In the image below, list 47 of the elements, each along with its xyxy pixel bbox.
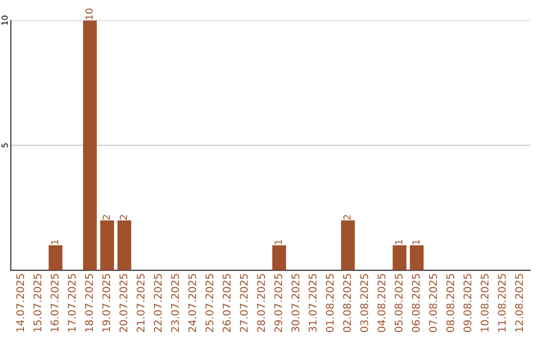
x-tick-label: 20.07.2025 bbox=[119, 274, 128, 332]
x-tick-label: 22.07.2025 bbox=[154, 274, 162, 332]
bar bbox=[48, 245, 62, 270]
bar bbox=[341, 220, 355, 270]
x-tick-label: 25.07.2025 bbox=[205, 274, 214, 332]
data-label: 2 bbox=[120, 215, 128, 220]
x-tick-label: 28.07.2025 bbox=[257, 274, 265, 332]
x-tick-label: 17.07.2025 bbox=[68, 274, 76, 332]
x-tick-label: 03.08.2025 bbox=[360, 274, 368, 332]
x-tick-label: 07.08.2025 bbox=[429, 274, 437, 332]
data-label: 1 bbox=[395, 240, 402, 244]
data-label: 2 bbox=[343, 215, 351, 220]
x-tick-label: 19.07.2025 bbox=[102, 274, 110, 332]
x-tick-label: 26.07.2025 bbox=[222, 274, 231, 332]
x-tick-label: 05.08.2025 bbox=[394, 274, 403, 332]
x-tick-label: 06.08.2025 bbox=[412, 274, 420, 332]
y-tick-label: 5 bbox=[2, 143, 8, 148]
bar bbox=[100, 220, 114, 270]
x-tick-label: 24.07.2025 bbox=[188, 274, 196, 332]
x-tick-label: 30.07.2025 bbox=[291, 274, 300, 332]
bar bbox=[410, 245, 424, 270]
bar bbox=[83, 20, 97, 270]
bar bbox=[272, 245, 286, 270]
x-tick-label: 12.08.2025 bbox=[515, 274, 523, 332]
x-tick-label: 27.07.2025 bbox=[240, 274, 248, 332]
x-tick-label: 15.07.2025 bbox=[33, 274, 42, 332]
x-tick-label: 21.07.2025 bbox=[136, 274, 145, 332]
data-label: 1 bbox=[51, 240, 58, 244]
x-tick-label: 31.07.2025 bbox=[308, 274, 317, 332]
x-tick-label: 10.08.2025 bbox=[480, 274, 489, 332]
x-tick-label: 18.07.2025 bbox=[85, 274, 93, 332]
bar bbox=[392, 245, 406, 270]
data-label: 10 bbox=[85, 8, 93, 20]
x-tick-label: 14.07.2025 bbox=[16, 274, 24, 332]
x-tick-label: 04.08.2025 bbox=[377, 274, 386, 332]
data-label: 2 bbox=[102, 215, 110, 220]
x-tick-label: 09.08.2025 bbox=[464, 274, 472, 332]
x-tick-label: 01.08.2025 bbox=[326, 274, 334, 332]
x-tick-label: 08.08.2025 bbox=[446, 274, 454, 332]
data-label: 1 bbox=[412, 240, 420, 244]
x-tick-label: 29.07.2025 bbox=[274, 274, 282, 332]
data-label: 1 bbox=[274, 240, 282, 244]
x-tick-label: 02.08.2025 bbox=[343, 274, 351, 332]
x-tick-label: 23.07.2025 bbox=[171, 274, 179, 332]
bar bbox=[117, 220, 132, 270]
x-tick-label: 16.07.2025 bbox=[50, 274, 59, 332]
x-tick-label: 11.08.2025 bbox=[498, 274, 506, 332]
